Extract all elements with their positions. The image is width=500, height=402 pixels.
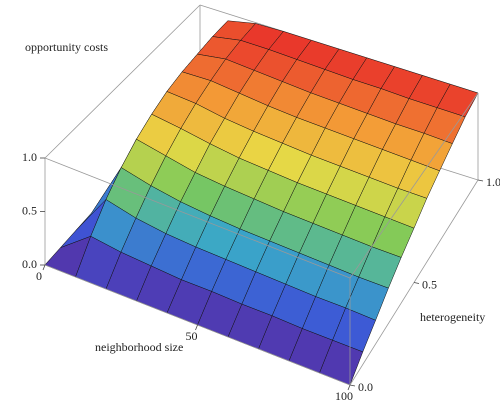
y-tick-label: 0.5 [422,277,437,291]
x-axis-label: neighborhood size [95,340,183,354]
z-axis-label: opportunity costs [25,40,108,54]
box-edge [44,4,201,159]
y-tick-label: 0.0 [358,380,373,394]
box-edge [349,92,479,279]
x-tick [195,324,198,331]
z-tick-label: 0.5 [22,203,37,217]
x-tick [42,264,46,271]
x-tick-label: 0 [36,269,42,283]
y-axis-label: heterogeneity [420,310,485,324]
y-tick-label: 1.0 [486,175,500,189]
x-tick [347,384,351,391]
x-tick-label: 100 [335,389,353,402]
y-tick [349,384,356,387]
z-tick-label: 1.0 [22,150,37,164]
y-tick [413,282,420,284]
z-tick-label: 0.0 [22,257,37,271]
box-edge [44,157,351,279]
y-tick [477,179,484,182]
x-tick-label: 50 [186,329,198,343]
